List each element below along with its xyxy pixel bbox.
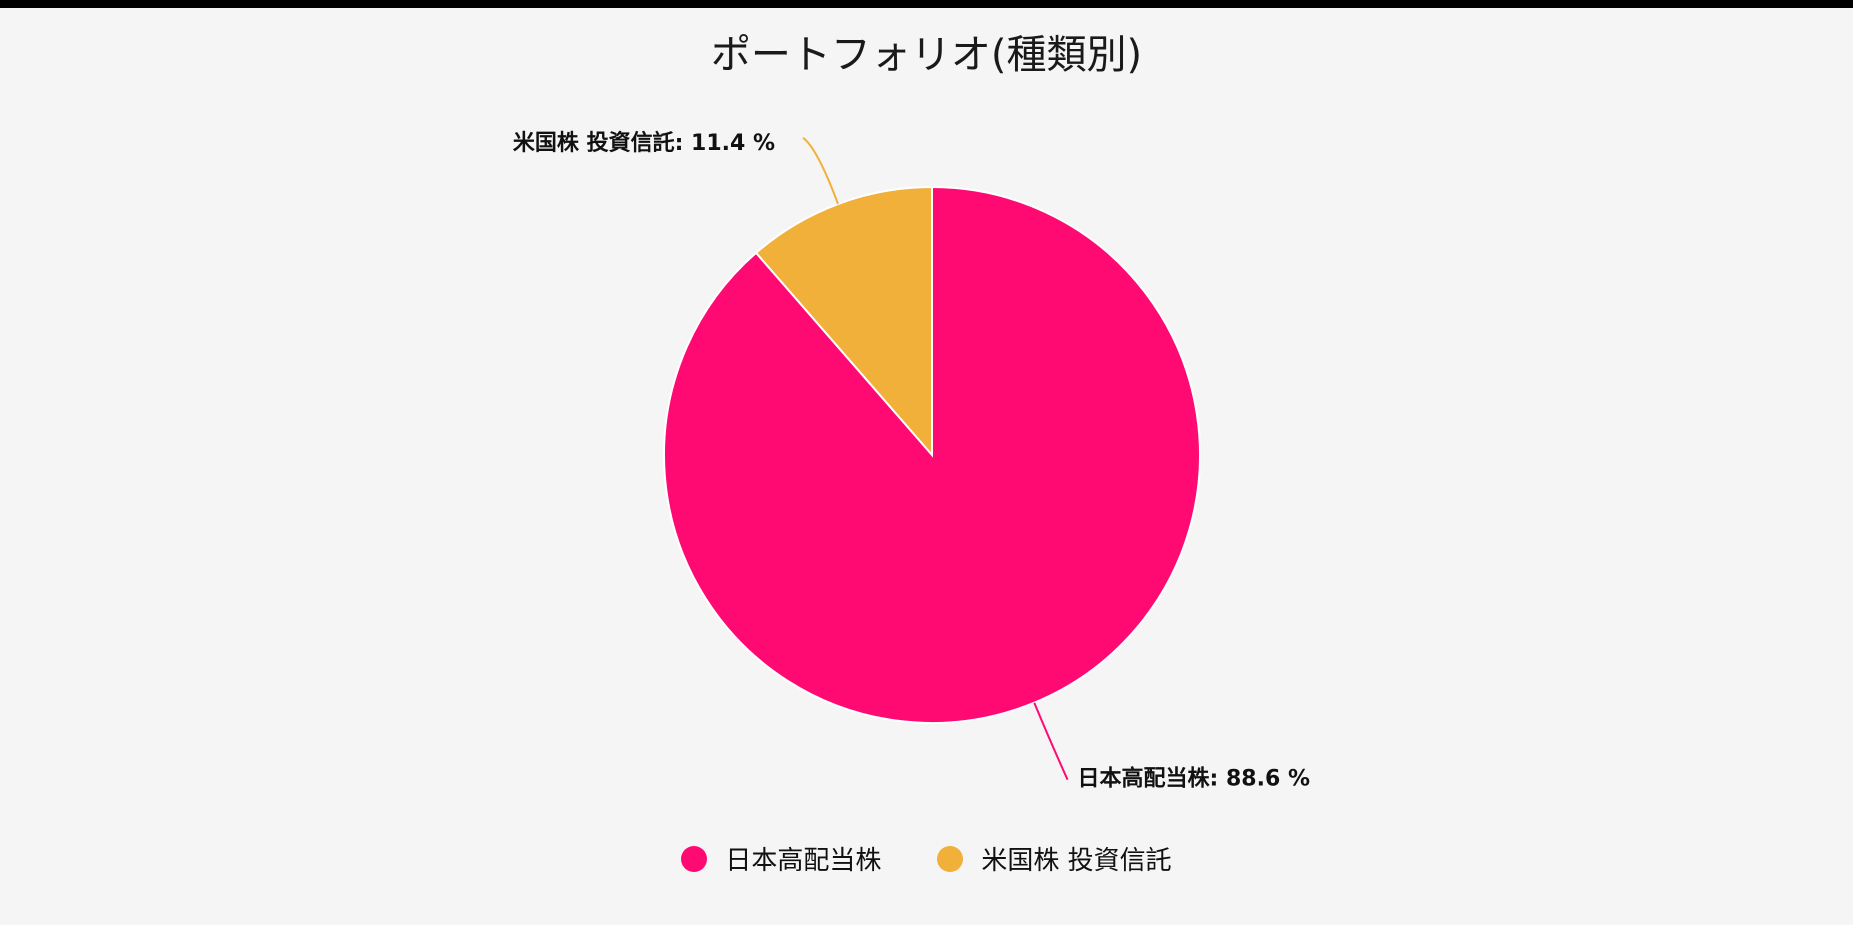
data-label-japan-high-dividend: 日本高配当株: 88.6 % xyxy=(1078,766,1310,792)
leader-line-us-fund xyxy=(802,136,839,205)
legend-item-us-fund[interactable]: 米国株 投資信託 xyxy=(937,840,1172,877)
legend-label-us-fund: 米国株 投資信託 xyxy=(981,846,1172,876)
chart-title: ポートフォリオ(種類別) xyxy=(710,32,1143,78)
legend-label-japan-high-dividend: 日本高配当株 xyxy=(725,846,882,876)
legend-swatch-japan-high-dividend xyxy=(681,845,708,872)
legend-item-japan-high-dividend[interactable]: 日本高配当株 xyxy=(681,840,881,877)
leader-line-japan-high-dividend xyxy=(1033,702,1069,781)
top-bar xyxy=(0,0,1853,8)
pie-slice-us-fund[interactable] xyxy=(754,185,933,458)
legend: 日本高配当株 米国株 投資信託 xyxy=(0,840,1853,877)
legend-swatch-us-fund xyxy=(937,845,964,872)
data-label-us-fund: 米国株 投資信託: 11.4 % xyxy=(513,130,775,156)
pie-slice-japan-high-dividend[interactable] xyxy=(663,185,1201,724)
